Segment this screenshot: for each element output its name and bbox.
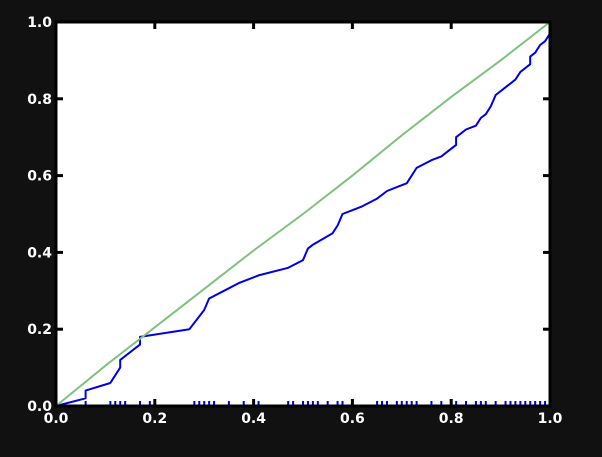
tick-labels: 0.0 0.2 0.4 0.6 0.8 1.0 0.0 0.2 0.4 0.6 0.8 1.0 (27, 15, 562, 427)
series-line-1 (55, 32, 551, 407)
x-tick-label: 0.2 (142, 411, 167, 427)
tick-marks (54, 20, 552, 408)
x-tick-label: 0.0 (44, 411, 69, 427)
y-tick-label: 0.8 (27, 92, 52, 108)
x-tick-label: 0.6 (340, 411, 365, 427)
y-tick-label: 0.2 (27, 322, 52, 338)
plot-frame (54, 20, 552, 408)
series-group (55, 21, 551, 407)
series-line-2 (55, 21, 551, 407)
y-tick-label: 1.0 (27, 15, 52, 31)
y-tick-label: 0.0 (27, 399, 52, 415)
x-tick-label: 0.8 (439, 411, 464, 427)
x-tick-label: 1.0 (538, 411, 563, 427)
y-tick-label: 0.6 (27, 169, 52, 185)
x-tick-label: 0.4 (241, 411, 266, 427)
y-tick-label: 0.4 (27, 245, 52, 261)
